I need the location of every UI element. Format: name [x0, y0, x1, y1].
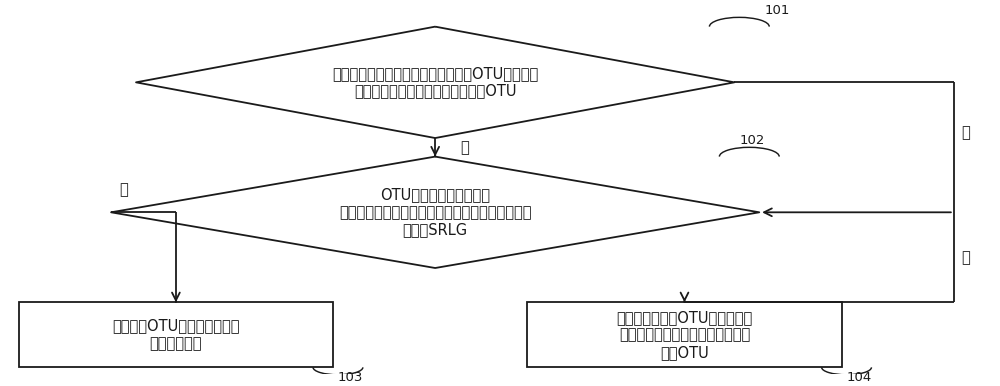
Text: 复用所述OTU承载当前业务的
当前恢复路由: 复用所述OTU承载当前业务的 当前恢复路由: [112, 319, 240, 351]
Text: 101: 101: [764, 4, 790, 17]
Text: OTU承载的全部恢复路由
所属业务的工作路由与当前业务的工作路由是否属
于同一SRLG: OTU承载的全部恢复路由 所属业务的工作路由与当前业务的工作路由是否属 于同一S…: [339, 188, 531, 237]
Bar: [19, 302, 333, 367]
Text: 在所述需要配置OTU的节点上配
置用于承载当前业务的当前恢复路
由的OTU: 在所述需要配置OTU的节点上配 置用于承载当前业务的当前恢复路 由的OTU: [616, 310, 753, 360]
Bar: [527, 302, 842, 367]
Text: 当前业务的当前恢复路由上需要配置OTU的节点是
否已配置有标记为恢复路由所属的OTU: 当前业务的当前恢复路由上需要配置OTU的节点是 否已配置有标记为恢复路由所属的O…: [332, 66, 538, 98]
Text: 104: 104: [847, 371, 872, 384]
Text: 103: 103: [338, 371, 363, 384]
Text: 102: 102: [739, 134, 765, 147]
Text: 否: 否: [962, 125, 970, 140]
Text: 是: 是: [460, 140, 469, 155]
Text: 是: 是: [962, 250, 970, 265]
Text: 否: 否: [119, 183, 128, 198]
